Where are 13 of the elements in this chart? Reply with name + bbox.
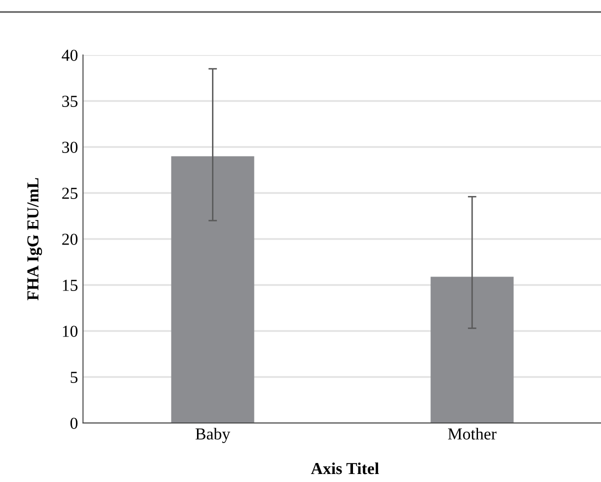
y-tick-label: 30 <box>62 142 78 153</box>
y-axis-title: FHA IgG EU/mL <box>27 178 42 300</box>
x-tick-label: Baby <box>196 428 230 444</box>
y-tick-label: 15 <box>62 280 78 291</box>
y-tick-label: 5 <box>70 372 78 383</box>
y-tick-label: 40 <box>62 50 78 61</box>
y-tick-label: 20 <box>62 234 78 245</box>
y-tick-label: 35 <box>62 96 78 107</box>
x-tick-label: Mother <box>448 428 496 440</box>
y-tick-label: 25 <box>62 188 78 199</box>
y-tick-label: 0 <box>70 418 78 429</box>
y-tick-label: 10 <box>62 326 78 337</box>
x-axis-title: Axis Titel <box>310 462 379 474</box>
